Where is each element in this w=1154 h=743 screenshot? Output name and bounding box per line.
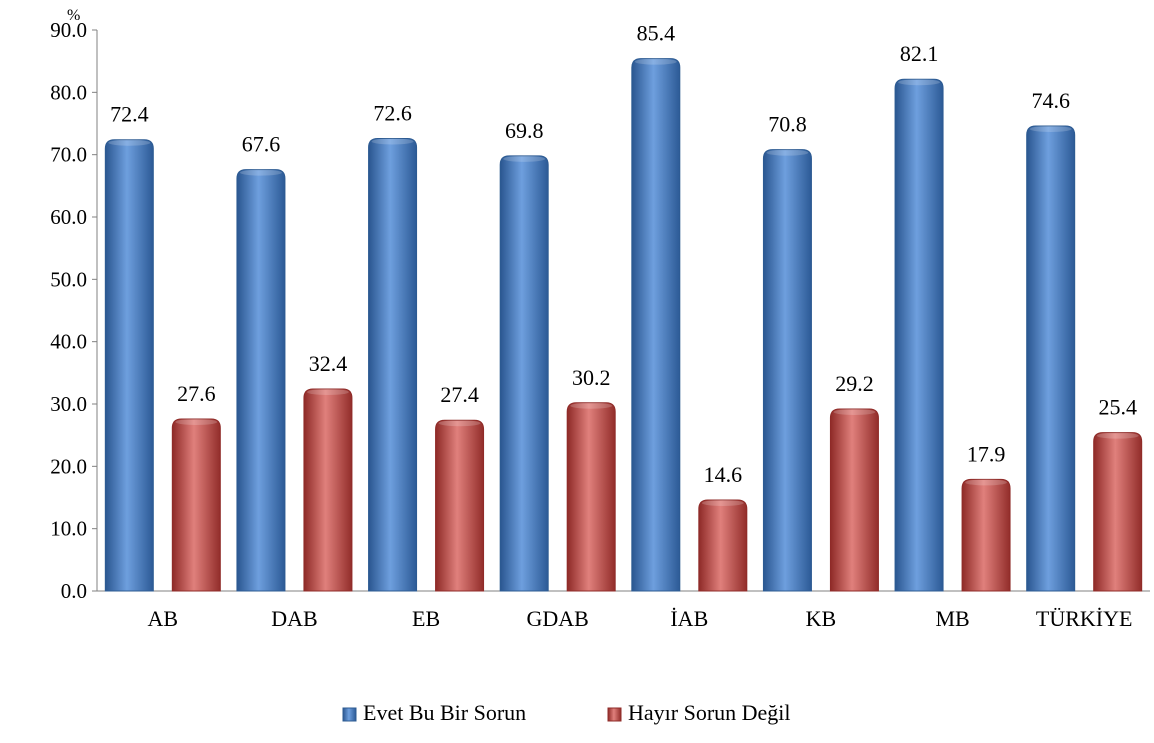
data-label: 27.4: [440, 382, 479, 407]
axes: 0.0 10.0 20.0 30.0 40.0 50.0 60.0 70.0 80.0 90.0%…: [50, 7, 1150, 631]
bar-cap: [108, 139, 151, 146]
bar-hayir: [435, 419, 485, 592]
data-label: 70.8: [768, 112, 807, 137]
bar-hayir: [961, 478, 1011, 592]
data-label: 17.9: [967, 441, 1006, 466]
data-label: 27.6: [177, 381, 216, 406]
bar-cap: [438, 420, 481, 427]
bar-evet: [368, 137, 418, 592]
bar-cap: [371, 138, 414, 145]
data-label: 29.2: [835, 371, 874, 396]
legend-label: Evet Bu Bir Sorun: [363, 700, 526, 725]
x-tick-label: MB: [935, 606, 969, 631]
x-tick-label: EB: [412, 606, 440, 631]
y-tick-label: 80.0: [50, 80, 87, 104]
data-label: 72.4: [110, 102, 149, 127]
data-label: 30.2: [572, 365, 611, 390]
bar-hayir: [303, 388, 353, 592]
bar-evet: [631, 58, 681, 592]
data-label: 25.4: [1098, 395, 1137, 420]
bar-hayir: [829, 408, 879, 592]
x-tick-label: KB: [806, 606, 837, 631]
bar-cap: [634, 58, 677, 65]
y-tick-label: 10.0: [50, 517, 87, 541]
data-label: 32.4: [309, 351, 348, 376]
y-tick-label: 40.0: [50, 330, 87, 354]
y-tick-label: 60.0: [50, 205, 87, 229]
bar-cap: [175, 418, 218, 425]
legend-label: Hayır Sorun Değil: [628, 700, 791, 725]
x-tick-label: AB: [148, 606, 179, 631]
bar-hayir: [566, 402, 616, 592]
bar-evet: [104, 139, 154, 592]
data-label: 72.6: [373, 100, 412, 125]
bar-evet: [236, 169, 286, 592]
bar-cap: [766, 149, 809, 156]
bar-cap: [833, 408, 876, 415]
bar-cap: [701, 499, 744, 506]
bar-evet: [499, 155, 549, 592]
bar-evet: [894, 78, 944, 592]
data-label: 69.8: [505, 118, 544, 143]
legend-swatch: [607, 707, 622, 722]
y-tick-label: 50.0: [50, 267, 87, 291]
bars: 72.4 27.6 67.6 32.4 72.6 27.4 69.8 30.2 85.4 14.6…: [104, 21, 1143, 592]
y-tick-label: 20.0: [50, 454, 87, 478]
legend: Evet Bu Bir Sorun Hayır Sorun Değil: [342, 700, 791, 725]
data-label: 82.1: [900, 41, 939, 66]
x-tick-label: TÜRKİYE: [1036, 606, 1133, 631]
bar-evet: [762, 149, 812, 592]
bar-cap: [503, 155, 546, 162]
bar-cap: [239, 169, 282, 176]
x-tick-label: DAB: [271, 606, 317, 631]
data-label: 14.6: [704, 462, 743, 487]
bar-hayir: [171, 418, 221, 592]
bar-cap: [1096, 432, 1139, 439]
y-tick-label: 90.0: [50, 18, 87, 42]
x-tick-label: GDAB: [527, 606, 589, 631]
y-tick-label: 70.0: [50, 143, 87, 167]
bar-hayir: [1093, 432, 1143, 592]
y-tick-label: 30.0: [50, 392, 87, 416]
bar-cap: [898, 79, 941, 86]
bar-hayir: [698, 499, 748, 592]
legend-swatch: [342, 707, 357, 722]
x-tick-label: İAB: [670, 606, 708, 631]
y-axis-unit-label: %: [67, 7, 80, 24]
data-label: 67.6: [242, 132, 281, 157]
data-label: 85.4: [637, 21, 676, 46]
bar-cap: [1029, 125, 1072, 132]
bar-cap: [306, 389, 349, 396]
data-label: 74.6: [1031, 88, 1070, 113]
bar-cap: [570, 402, 613, 409]
bar-evet: [1026, 125, 1076, 592]
bar-cap: [965, 479, 1008, 486]
y-tick-label: 0.0: [61, 579, 87, 603]
